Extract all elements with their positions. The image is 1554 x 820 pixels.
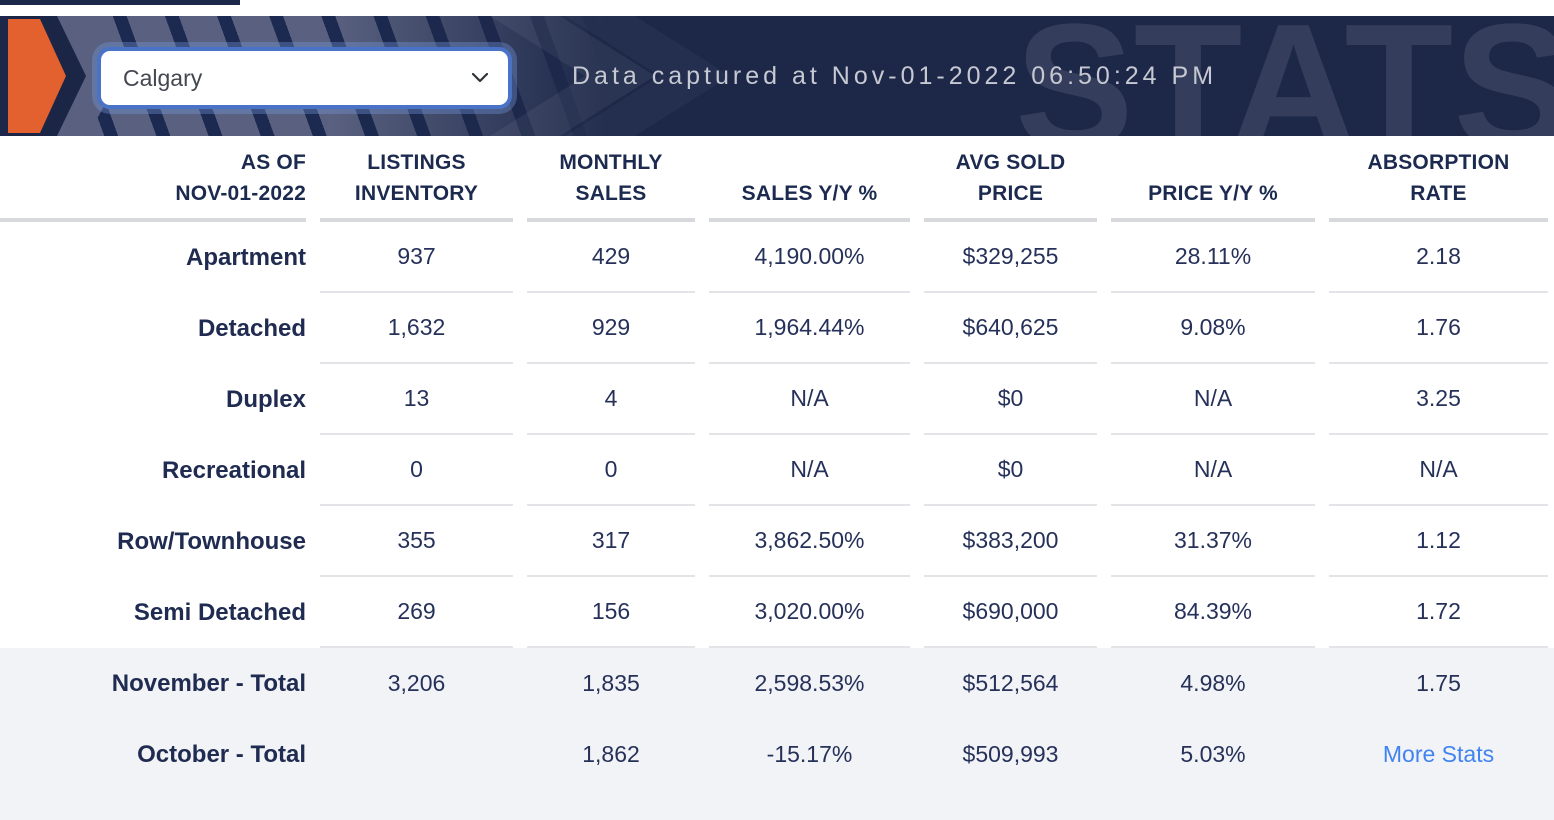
- cell-value: 1,835: [582, 670, 640, 696]
- cell-value: 3.25: [1329, 364, 1548, 435]
- cell-value: 1,632: [320, 293, 513, 364]
- banner: STATS Calgary Data captured at Nov-01-20…: [0, 16, 1554, 136]
- cell-value: 4,190.00%: [709, 222, 910, 293]
- cell-value: 3,020.00%: [709, 577, 910, 648]
- row-label: Row/Townhouse: [117, 527, 306, 555]
- row-label: Recreational: [161, 456, 306, 484]
- cell-value: 9.08%: [1111, 293, 1315, 364]
- cell-value: 3,206: [387, 670, 446, 696]
- cell-value: $383,200: [924, 506, 1097, 577]
- cell-value: N/A: [709, 364, 910, 435]
- cell-value: 1,964.44%: [709, 293, 910, 364]
- table-row: Recreational 0 0 N/A $0 N/A N/A: [0, 435, 1554, 506]
- stats-table: AS OF NOV-01-2022 LISTINGS INVENTORY MON…: [0, 136, 1554, 820]
- table-row: Detached 1,632 929 1,964.44% $640,625 9.08% 1.…: [0, 293, 1554, 364]
- cell-value: 269: [320, 577, 513, 648]
- table-header: AS OF NOV-01-2022 LISTINGS INVENTORY MON…: [0, 136, 1554, 222]
- cell-value: $640,625: [924, 293, 1097, 364]
- cell-value: N/A: [1329, 435, 1548, 506]
- table-row: Duplex 13 4 N/A $0 N/A 3.25: [0, 364, 1554, 435]
- city-selector-value: Calgary: [123, 64, 203, 91]
- capture-timestamp: Data captured at Nov-01-2022 06:50:24 PM: [572, 61, 1218, 90]
- cell-value: N/A: [1111, 364, 1315, 435]
- stats-watermark: STATS: [1014, 16, 1554, 136]
- table-row: October - Total 1,862 -15.17% $509,993 5.03%…: [0, 719, 1554, 790]
- cell-value: 1.72: [1329, 577, 1548, 648]
- cell-value: 4: [527, 364, 695, 435]
- cell-value: 1.76: [1329, 293, 1548, 364]
- cell-value: 1,862: [582, 741, 640, 767]
- chevron-down-icon: [472, 73, 488, 83]
- row-label: Duplex: [225, 385, 306, 413]
- column-header-absorption-rate: ABSORPTION RATE: [1329, 136, 1548, 222]
- row-label: November - Total: [111, 669, 306, 697]
- cell-value: 13: [320, 364, 513, 435]
- cell-value: $0: [924, 364, 1097, 435]
- column-header-monthly-sales: MONTHLY SALES: [527, 136, 695, 222]
- cell-value: N/A: [709, 435, 910, 506]
- cell-value: -15.17%: [766, 741, 853, 767]
- row-label: October - Total: [137, 740, 306, 768]
- city-selector[interactable]: Calgary: [97, 47, 512, 109]
- cell-value: $509,993: [962, 741, 1059, 767]
- left-edge-decor: [0, 16, 8, 136]
- cell-value: 156: [527, 577, 695, 648]
- cell-value: 3,862.50%: [709, 506, 910, 577]
- row-label: Semi Detached: [133, 598, 306, 626]
- cell-value: 2.18: [1329, 222, 1548, 293]
- cell-value: $690,000: [924, 577, 1097, 648]
- table-row: Semi Detached 269 156 3,020.00% $690,000 84.3…: [0, 577, 1554, 648]
- cell-value: 317: [527, 506, 695, 577]
- row-label: Apartment: [185, 243, 306, 271]
- cell-value: 1.75: [1416, 670, 1461, 696]
- totals-section: November - Total 3,206 1,835 2,598.53% $512,…: [0, 648, 1554, 820]
- row-label: Detached: [197, 314, 306, 342]
- column-header-listings-inventory: LISTINGS INVENTORY: [320, 136, 513, 222]
- cell-value: 0: [320, 435, 513, 506]
- column-header-sales-yy: SALES Y/Y %: [709, 136, 910, 222]
- cell-value: $0: [924, 435, 1097, 506]
- column-header-avg-sold-price: AVG SOLD PRICE: [924, 136, 1097, 222]
- cell-value: $329,255: [924, 222, 1097, 293]
- column-header-as-of: AS OF NOV-01-2022: [0, 136, 306, 222]
- cell-value: N/A: [1111, 435, 1315, 506]
- cell-value: 31.37%: [1111, 506, 1315, 577]
- cell-value: 2,598.53%: [754, 670, 865, 696]
- cell-value: 4.98%: [1180, 670, 1246, 696]
- table-body: Apartment 937 429 4,190.00% $329,255 28.11% 2.…: [0, 222, 1554, 648]
- table-row: November - Total 3,206 1,835 2,598.53% $512,…: [0, 648, 1554, 719]
- cell-value: 937: [320, 222, 513, 293]
- column-header-price-yy: PRICE Y/Y %: [1111, 136, 1315, 222]
- cell-value: $512,564: [962, 670, 1059, 696]
- cell-value: 84.39%: [1111, 577, 1315, 648]
- table-row: Apartment 937 429 4,190.00% $329,255 28.11% 2.…: [0, 222, 1554, 293]
- cell-value: 429: [527, 222, 695, 293]
- cell-value: 5.03%: [1180, 741, 1246, 767]
- cell-value: 0: [527, 435, 695, 506]
- cell-value: 355: [320, 506, 513, 577]
- table-row: Row/Townhouse 355 317 3,862.50% $383,200 31.3…: [0, 506, 1554, 577]
- more-stats-link[interactable]: More Stats: [1382, 741, 1495, 767]
- cell-value: 28.11%: [1111, 222, 1315, 293]
- cell-value: 1.12: [1329, 506, 1548, 577]
- cell-value: [320, 719, 513, 790]
- top-edge-decor: [0, 0, 240, 5]
- cell-value: 929: [527, 293, 695, 364]
- cell-value: More Stats: [1329, 719, 1548, 790]
